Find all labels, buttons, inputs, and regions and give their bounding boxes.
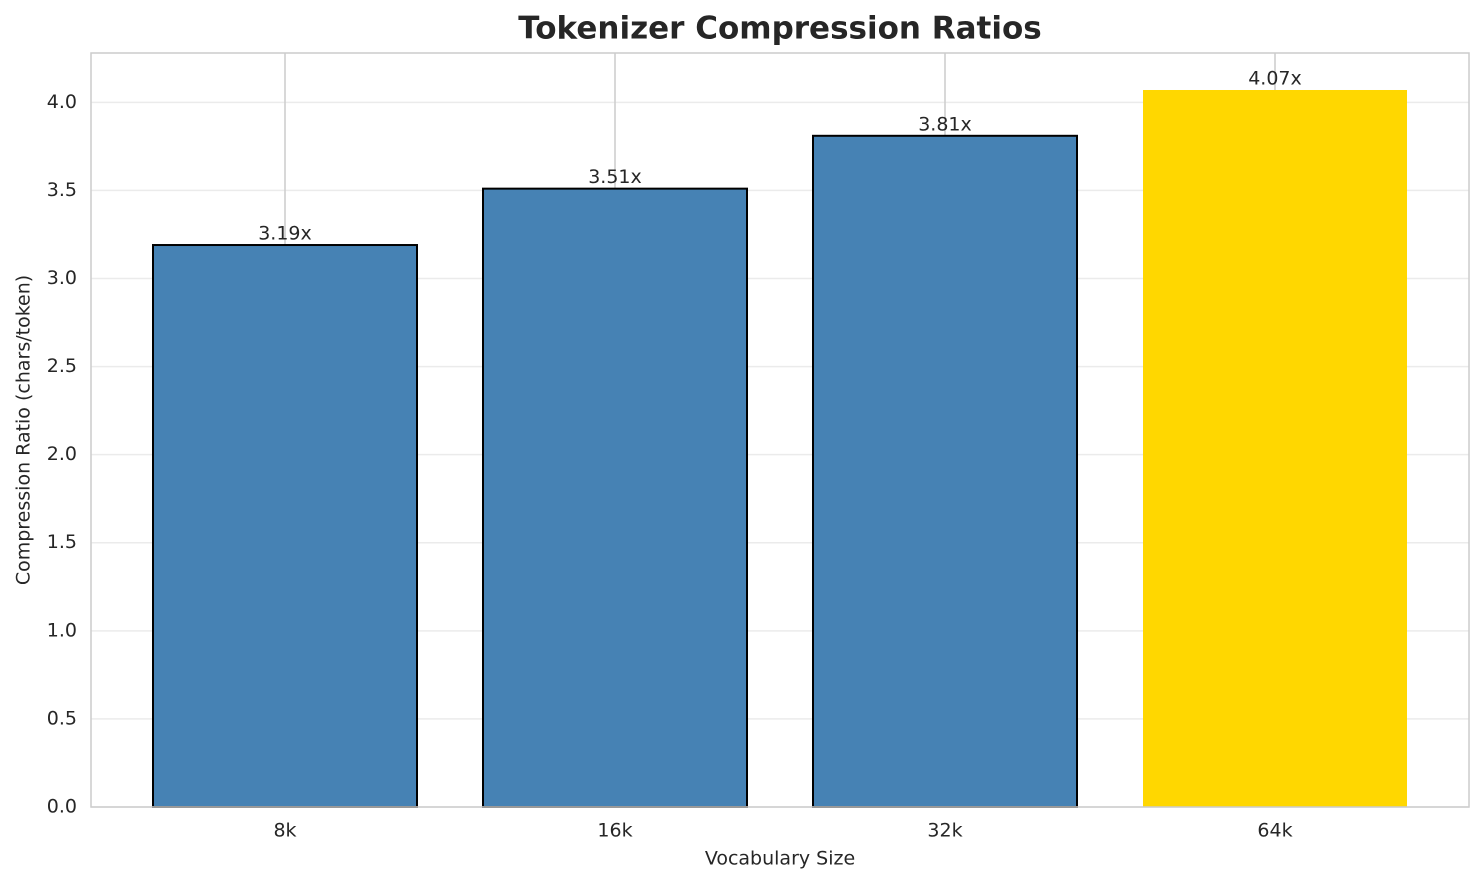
y-axis-label: Compression Ratio (chars/token)	[13, 275, 35, 585]
plot-area: 0.0 0.5 1.0 1.5 2.0 2.5 3.0 3.5 4.0 8k 3.19x 16k 3.5…	[47, 53, 1469, 842]
bar	[152, 244, 418, 808]
chart-title: Tokenizer Compression Ratios	[518, 11, 1042, 47]
y-tick-label: 3.5	[47, 179, 77, 201]
y-tick-label: 2.5	[47, 355, 77, 377]
y-tick-label: 1.5	[47, 531, 77, 553]
value-label: 4.07x	[1248, 67, 1302, 89]
x-tick-label: 16k	[597, 820, 632, 842]
y-tick-label: 1.0	[47, 619, 77, 641]
x-tick-label: 8k	[273, 820, 296, 842]
y-tick-label: 0.5	[47, 707, 77, 729]
y-tick-label: 3.0	[47, 267, 77, 289]
value-label: 3.51x	[588, 166, 642, 188]
x-tick-label: 64k	[1257, 820, 1292, 842]
plot-frame	[90, 52, 1470, 808]
bar	[1143, 89, 1407, 807]
y-tick-label: 2.0	[47, 443, 77, 465]
bar	[812, 134, 1078, 808]
bar	[482, 187, 748, 808]
x-axis-label: Vocabulary Size	[705, 848, 855, 870]
x-tick-label: 32k	[927, 820, 962, 842]
y-tick-label: 4.0	[47, 91, 77, 113]
value-label: 3.81x	[918, 113, 972, 135]
value-label: 3.19x	[258, 223, 312, 245]
y-tick-label: 0.0	[47, 796, 77, 818]
